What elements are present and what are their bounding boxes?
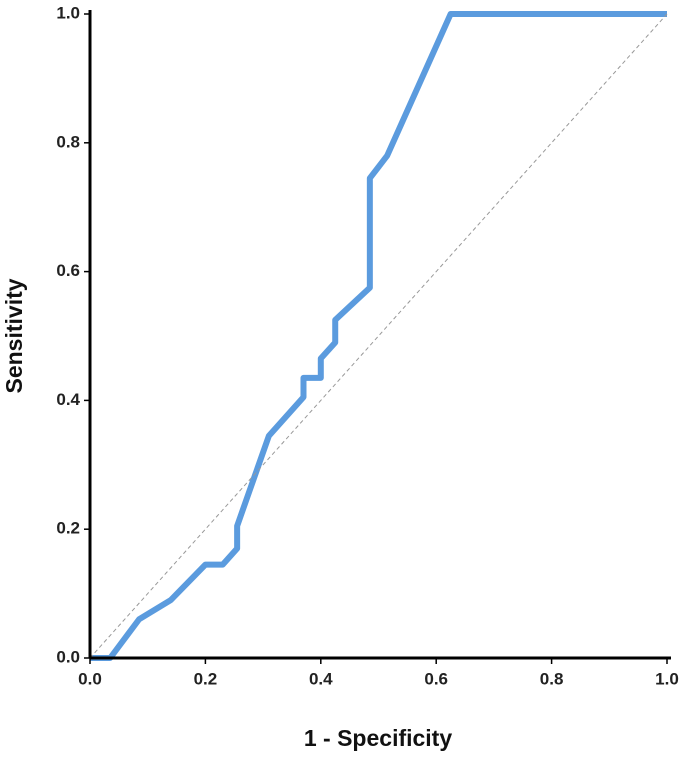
x-tick-label: 0.0 [78,669,102,688]
x-tick-label: 1.0 [655,669,679,688]
x-tick-label: 0.8 [540,669,564,688]
y-tick-label: 0.4 [56,390,80,409]
x-tick-label: 0.2 [194,669,218,688]
y-tick-label: 0.8 [56,132,80,151]
roc-curve [90,11,667,661]
x-tick-label: 0.6 [424,669,448,688]
x-tick-label: 0.4 [309,669,333,688]
y-axis-title: Sensitivity [1,278,27,393]
y-tick-label: 0.6 [56,261,80,280]
y-tick-label: 0.2 [56,519,80,538]
x-axis-title: 1 - Specificity [304,725,452,751]
y-tick-label: 0.0 [56,647,80,666]
reference-line [89,13,668,659]
y-tick-label: 1.0 [56,3,80,22]
